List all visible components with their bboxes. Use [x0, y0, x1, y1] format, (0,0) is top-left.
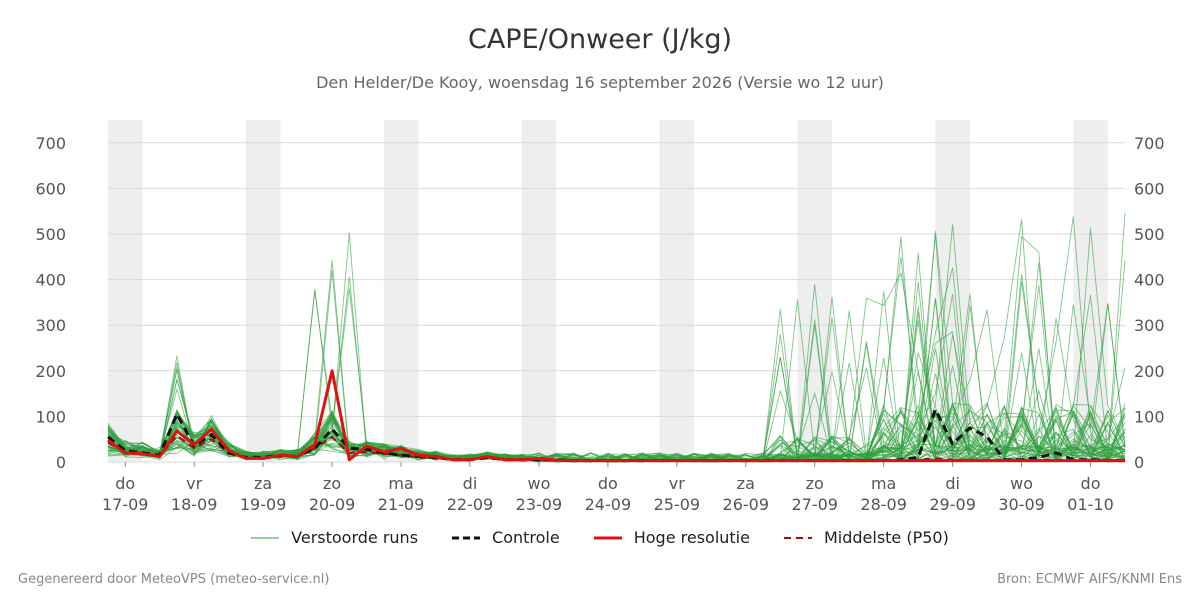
x-tick-date-1: 18-09: [171, 495, 218, 514]
legend-item-median[interactable]: Middelste (P50): [783, 528, 949, 547]
series-high-res-line: [107, 369, 1125, 463]
x-tick-dow-6: wo: [527, 474, 550, 493]
x-tick-date-11: 28-09: [860, 495, 907, 514]
x-tick-date-13: 30-09: [998, 495, 1045, 514]
x-tick-date-14: 01-10: [1067, 495, 1114, 514]
y-tick-right-300: 300: [1134, 316, 1165, 335]
legend-swatch-ensemble: [251, 537, 280, 538]
x-tick-date-9: 26-09: [723, 495, 770, 514]
x-tick-dow-5: di: [463, 474, 478, 493]
x-tick-dow-12: di: [945, 474, 960, 493]
x-tick-date-5: 22-09: [447, 495, 494, 514]
y-tick-left-700: 700: [35, 134, 66, 153]
x-tick-dow-10: zo: [806, 474, 824, 493]
x-axis: do 17-09 vr 18-09 za 19-09 zo 20-09 ma 21-09 di 22-…: [102, 462, 1114, 514]
x-tick-dow-8: vr: [669, 474, 685, 493]
chart-title: CAPE/Onweer (J/kg): [467, 24, 732, 55]
y-tick-left-100: 100: [35, 407, 66, 426]
legend-label-median: Middelste (P50): [823, 528, 949, 547]
legend: Verstoorde runs Controle Hoge resolutie …: [0, 528, 1200, 547]
shade-band-2: [383, 120, 419, 462]
shade-band-4: [659, 120, 695, 462]
x-tick-dow-13: wo: [1010, 474, 1033, 493]
shade-band-1: [245, 120, 281, 462]
x-tick-date-8: 25-09: [654, 495, 701, 514]
y-tick-right-100: 100: [1134, 407, 1165, 426]
shade-band-0: [108, 120, 143, 462]
legend-label-ensemble: Verstoorde runs: [291, 528, 419, 547]
y-tick-right-400: 400: [1134, 271, 1165, 290]
x-tick-dow-2: za: [254, 474, 272, 493]
x-tick-dow-7: do: [598, 474, 618, 493]
y-tick-right-700: 700: [1134, 134, 1165, 153]
y-tick-right-500: 500: [1134, 225, 1165, 244]
y-tick-left-0: 0: [56, 453, 66, 472]
shade-band-3: [521, 120, 557, 462]
legend-item-control[interactable]: Controle: [452, 528, 560, 547]
footer-source: Bron: ECMWF AIFS/KNMI Ens: [997, 572, 1182, 587]
x-tick-date-4: 21-09: [378, 495, 425, 514]
x-tick-dow-1: vr: [186, 474, 202, 493]
y-tick-left-300: 300: [35, 316, 66, 335]
x-tick-date-10: 27-09: [791, 495, 838, 514]
x-tick-dow-9: za: [737, 474, 755, 493]
legend-swatch-high-res: [593, 536, 622, 539]
x-tick-dow-0: do: [115, 474, 135, 493]
x-tick-date-6: 23-09: [516, 495, 563, 514]
legend-label-control: Controle: [492, 528, 560, 547]
main-series: [107, 369, 1125, 463]
y-tick-right-0: 0: [1134, 453, 1144, 472]
footer-generator: Gegenereerd door MeteoVPS (meteo-service…: [18, 572, 330, 587]
x-tick-dow-4: ma: [388, 474, 413, 493]
x-tick-date-0: 17-09: [102, 495, 149, 514]
y-tick-left-200: 200: [35, 362, 66, 381]
y-tick-left-400: 400: [35, 271, 66, 290]
legend-swatch-median: [783, 536, 812, 539]
x-tick-dow-14: do: [1081, 474, 1101, 493]
x-tick-date-12: 29-09: [929, 495, 976, 514]
legend-item-high-res[interactable]: Hoge resolutie: [593, 528, 750, 547]
x-tick-date-7: 24-09: [585, 495, 632, 514]
y-axis-right: 0 100 200 300 400 500 600 700: [1134, 134, 1165, 472]
y-tick-left-500: 500: [35, 225, 66, 244]
y-tick-right-600: 600: [1134, 179, 1165, 198]
y-tick-right-200: 200: [1134, 362, 1165, 381]
legend-label-high-res: Hoge resolutie: [633, 528, 750, 547]
y-axis-left: 0 100 200 300 400 500 600 700: [35, 134, 66, 472]
y-tick-left-600: 600: [35, 179, 66, 198]
x-tick-date-2: 19-09: [240, 495, 287, 514]
x-tick-dow-11: ma: [871, 474, 896, 493]
x-tick-date-3: 20-09: [309, 495, 356, 514]
legend-item-ensemble[interactable]: Verstoorde runs: [251, 528, 418, 547]
legend-swatch-control: [452, 536, 481, 539]
chart-subtitle: Den Helder/De Kooy, woensdag 16 septembe…: [316, 73, 884, 92]
x-tick-dow-3: zo: [323, 474, 341, 493]
ensemble-member-47: [107, 281, 1126, 463]
